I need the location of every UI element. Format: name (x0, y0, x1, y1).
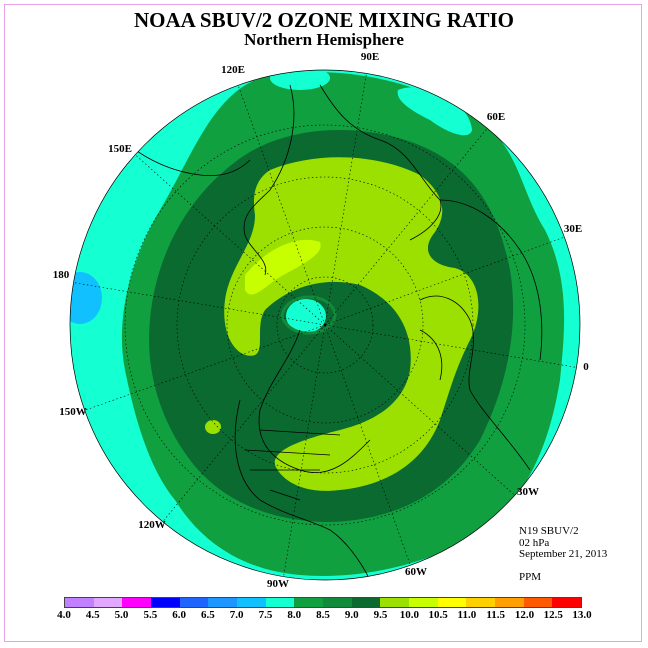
colorbar-tick-label: 10.5 (428, 609, 448, 621)
date-label: September 21, 2013 (519, 548, 608, 560)
polar-low-cyan (286, 299, 326, 333)
lon-label-150e: 150E (108, 143, 132, 155)
colorbar-tick-label: 11.0 (457, 609, 477, 621)
lon-label-90e: 90E (361, 51, 379, 63)
colorbar-swatch (265, 598, 295, 607)
colorbar-swatch (65, 598, 94, 607)
lon-label-150w: 150W (59, 406, 87, 418)
colorbar-tick-label: 4.5 (85, 609, 100, 621)
colorbar-tick-label: 6.5 (201, 609, 215, 621)
lon-label-180: 180 (53, 269, 70, 281)
colorbar-swatch (351, 598, 381, 607)
lon-label-30w: 30W (517, 486, 539, 498)
colorbar-swatch (151, 598, 180, 607)
lon-label-30e: 30E (564, 223, 582, 235)
colorbar-tick-label: 12.0 (514, 609, 535, 621)
contour-band-9.0 (224, 157, 479, 491)
colorbar-tick-label: 11.5 (486, 609, 505, 621)
contour-band-9.5 (245, 239, 321, 295)
lon-label-120w: 120W (138, 519, 166, 531)
meridian-grid (70, 70, 580, 580)
pressure-level-label: 02 hPa (519, 536, 550, 549)
colorbar-tick-label: 8.0 (287, 609, 302, 621)
colorbar-tick-label: 9.0 (344, 609, 359, 621)
colorbar-swatch (93, 598, 123, 607)
data-info-block: N19 SBUV/2 02 hPa September 21, 2013 PPM (519, 525, 608, 583)
colorbar-swatch (208, 598, 238, 607)
map-title: NOAA SBUV/2 OZONE MIXING RATIO (134, 8, 514, 32)
lon-label-90w: 90W (267, 578, 289, 590)
colorbar-swatch (294, 598, 324, 607)
map-subtitle: Northern Hemisphere (244, 30, 404, 49)
colorbar (64, 597, 582, 608)
figure-frame (4, 4, 642, 642)
colorbar-swatch (122, 598, 152, 607)
colorbar-swatch (437, 598, 467, 607)
colorbar-swatch (552, 598, 582, 607)
coastlines (99, 84, 543, 580)
colorbar-tick-label: 6.0 (172, 609, 186, 621)
lon-label-60w: 60W (405, 566, 427, 578)
lon-label-120e: 120E (221, 64, 245, 76)
colorbar-tick-label: 7.5 (258, 609, 273, 621)
colorbar-tick-label: 10.0 (399, 609, 419, 621)
colorbar-swatch (495, 598, 524, 607)
contour-band-7.0 (70, 272, 102, 324)
colorbar-tick-label: 8.5 (316, 609, 330, 621)
colorbar-swatch (237, 598, 266, 607)
colorbar-tick-label: 4.0 (57, 609, 71, 621)
colorbar-swatch (380, 598, 410, 607)
colorbar-tick-label: 5.5 (143, 609, 158, 621)
units-label: PPM (519, 570, 542, 583)
lon-label-60e: 60E (487, 111, 505, 123)
colorbar-ticks: 4.0 4.5 5.0 5.5 6.0 6.5 7.0 7.5 8.0 8.5 9.0 9.5 10.0… (57, 609, 592, 623)
colorbar-swatch (523, 598, 553, 607)
colorbar-tick-label: 13.0 (572, 609, 592, 621)
lon-label-0: 0 (583, 361, 589, 373)
colorbar-tick-label: 7.0 (229, 609, 244, 621)
colorbar-tick-label: 9.5 (373, 609, 388, 621)
instrument-label: N19 SBUV/2 (519, 525, 579, 537)
colorbar-tick-label: 5.0 (114, 609, 129, 621)
colorbar-swatch (409, 598, 438, 607)
latitude-grid (124, 124, 526, 526)
longitude-labels: 90E 60E 30E 0 30W 60W 90W 120W 150W 180 … (53, 51, 590, 590)
colorbar-swatch (323, 598, 352, 607)
colorbar-swatch (466, 598, 496, 607)
colorbar-tick-label: 12.5 (543, 609, 563, 621)
colorbar-swatch (179, 598, 209, 607)
map-boundary (69, 69, 581, 581)
